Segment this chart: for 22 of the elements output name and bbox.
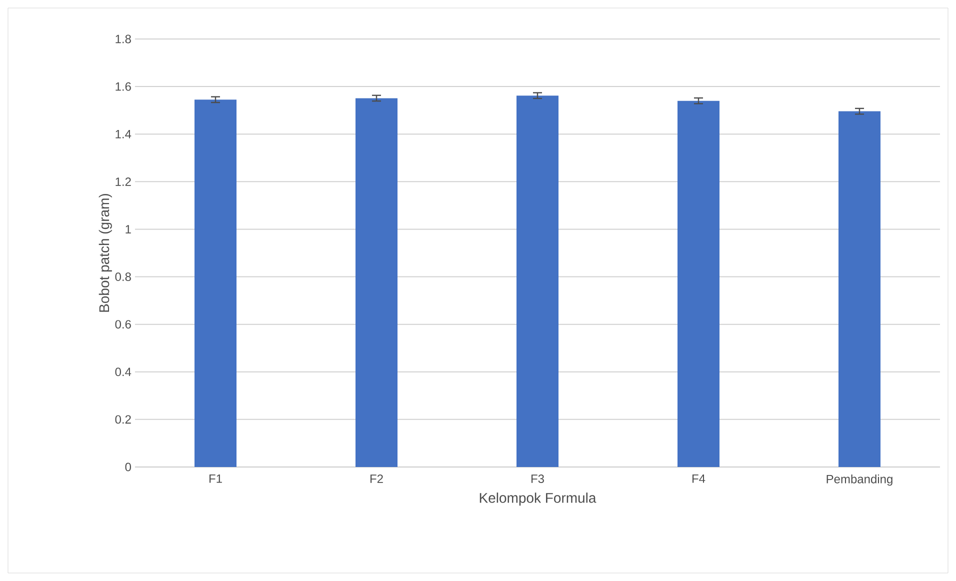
y-tick-label: 1.6 <box>116 82 131 91</box>
x-tick-label: F2 <box>370 474 383 483</box>
y-tick-label: 1 <box>126 225 131 234</box>
x-tick-label: F4 <box>692 474 706 483</box>
y-tick-label: 0.2 <box>115 415 131 424</box>
x-tick-label: F1 <box>209 474 222 483</box>
bar <box>356 98 398 467</box>
x-axis-title: Kelompok Formula <box>480 492 596 506</box>
y-tick-label: 1.8 <box>116 34 131 44</box>
bar <box>516 96 558 467</box>
y-tick-label: 1.2 <box>116 177 131 186</box>
x-tick-label: Pembanding <box>826 474 892 486</box>
bar <box>838 111 880 467</box>
x-tick-label: F3 <box>531 474 544 484</box>
y-axis-title: Bobot patch (gram) <box>98 194 112 312</box>
y-tick-label: 0 <box>125 462 132 472</box>
bar <box>194 100 237 467</box>
y-tick-label: 0.4 <box>115 368 132 376</box>
y-tick-label: 0.8 <box>115 272 131 282</box>
bar <box>677 100 720 467</box>
y-tick-label: 1.4 <box>116 130 132 138</box>
y-tick-label: 0.6 <box>115 320 131 329</box>
